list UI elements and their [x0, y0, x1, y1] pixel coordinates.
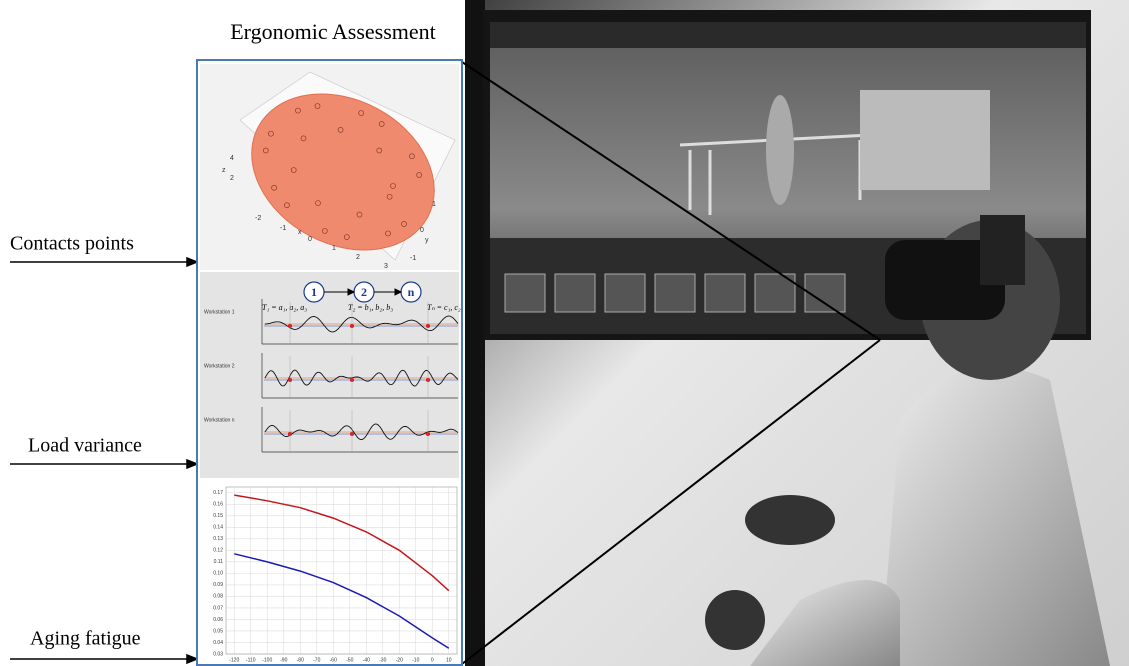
input-label: Aging fatigue	[30, 628, 141, 650]
y-tick-label: 0.08	[213, 594, 223, 600]
contact-point	[321, 228, 328, 234]
fatigue-line	[234, 553, 450, 649]
y-tick-label: 0.06	[213, 617, 223, 623]
title: Ergonomic Assessment	[230, 19, 436, 44]
x-tick-label: -40	[363, 657, 370, 663]
contact-point	[314, 103, 321, 109]
contact-point	[401, 221, 407, 227]
x-tick-label: -30	[379, 657, 386, 663]
contact-point	[300, 135, 307, 142]
x-tick-label: -120	[229, 657, 239, 663]
x-tick-label: -70	[313, 657, 320, 663]
tick-label: 2	[356, 254, 360, 261]
photo	[465, 0, 1129, 666]
waveform	[264, 369, 459, 387]
contact-point	[378, 121, 385, 127]
y-tick-label: 0.12	[213, 548, 223, 554]
contact-point	[386, 193, 393, 200]
y-tick-label: 0.11	[214, 559, 224, 565]
tick-label: 2	[230, 175, 234, 182]
node-label: 1	[311, 285, 317, 299]
contact-point	[376, 147, 383, 154]
contact-point	[409, 153, 415, 160]
transition-label: T₂ = b₁, b₂, b₃	[348, 303, 393, 312]
inputs: Contacts points Load variance Aging fati…	[10, 233, 200, 665]
y-tick-label: 0.05	[213, 628, 223, 634]
y-tick-label: 0.17	[213, 490, 223, 496]
x-tick-label: 0	[431, 657, 434, 663]
contact-point	[343, 234, 350, 240]
y-tick-label: 0.15	[213, 513, 223, 519]
x-tick-label: -110	[246, 657, 256, 663]
y-tick-label: 0.10	[213, 571, 223, 577]
x-tick-label: -90	[280, 657, 287, 663]
tick-label: 0	[420, 227, 424, 234]
tick-label: 3	[384, 263, 388, 270]
contact-point	[262, 147, 269, 154]
tick-label: 1	[332, 245, 336, 252]
x-tick-label: -60	[330, 657, 337, 663]
y-tick-label: 0.13	[213, 536, 223, 542]
contact-point	[385, 230, 391, 237]
transition-label: T₁ = a₁, a₂, a₃	[262, 303, 307, 312]
x-tick-label: -20	[396, 657, 403, 663]
tick-label: 4	[230, 155, 234, 162]
x-tick-label: -10	[412, 657, 419, 663]
fatigue-chart: 0.03 0.04 0.05 0.06 0.07 0.08 0.09 0.10 0.11 0.12…	[200, 482, 459, 664]
tick-label: 1	[432, 201, 436, 208]
tick-label: -2	[255, 215, 261, 222]
axis-label: y	[425, 237, 429, 244]
node-label: 2	[361, 285, 367, 299]
contact-point	[390, 183, 396, 189]
load-variance: 1 2 n T₁ = a₁, a₂, a₃ T₂ = b₁, b₂, b₃ Tₙ…	[200, 272, 461, 478]
y-tick-label: 0.09	[213, 582, 223, 588]
plot-frame	[225, 486, 458, 655]
waveform	[264, 423, 459, 441]
y-tick-label: 0.14	[213, 525, 223, 531]
x-tick-label: -100	[262, 657, 272, 663]
contact-point	[284, 202, 290, 209]
contact-point	[290, 167, 297, 173]
contact-point	[271, 184, 277, 191]
contact-point	[358, 110, 365, 116]
contact-point	[315, 200, 321, 206]
contact-point	[337, 127, 344, 133]
tick-label: -1	[410, 255, 416, 262]
x-tick-label: -80	[297, 657, 304, 663]
contact-point	[295, 107, 301, 114]
transition-label: Tₙ = c₁, c₂	[427, 303, 461, 312]
projection-lines	[461, 61, 881, 665]
workstation-label: Workstation 1	[204, 309, 235, 315]
y-tick-label: 0.16	[213, 502, 223, 508]
axis-label: x	[298, 229, 302, 236]
workstation-label: Workstation n	[204, 417, 235, 423]
contact-point	[416, 172, 422, 178]
waveform	[265, 315, 459, 333]
x-tick-label: -50	[346, 657, 353, 663]
input-label: Contacts points	[10, 233, 134, 255]
input-label: Load variance	[28, 435, 142, 457]
y-tick-label: 0.04	[213, 640, 223, 646]
axis-label: z	[222, 167, 226, 174]
tick-label: 0	[308, 236, 312, 243]
contact-plot: z x y 4 2 -2 -1 0 1 2 3 -1 0 1	[200, 64, 459, 270]
tick-label: -1	[280, 225, 286, 232]
x-tick-label: 10	[446, 657, 452, 663]
node-label: n	[408, 285, 415, 299]
fatigue-line	[234, 494, 450, 592]
contact-point	[268, 130, 274, 137]
y-tick-label: 0.03	[213, 651, 223, 657]
contact-point	[356, 211, 363, 218]
y-tick-label: 0.07	[213, 605, 223, 611]
workstation-label: Workstation 2	[204, 363, 235, 369]
